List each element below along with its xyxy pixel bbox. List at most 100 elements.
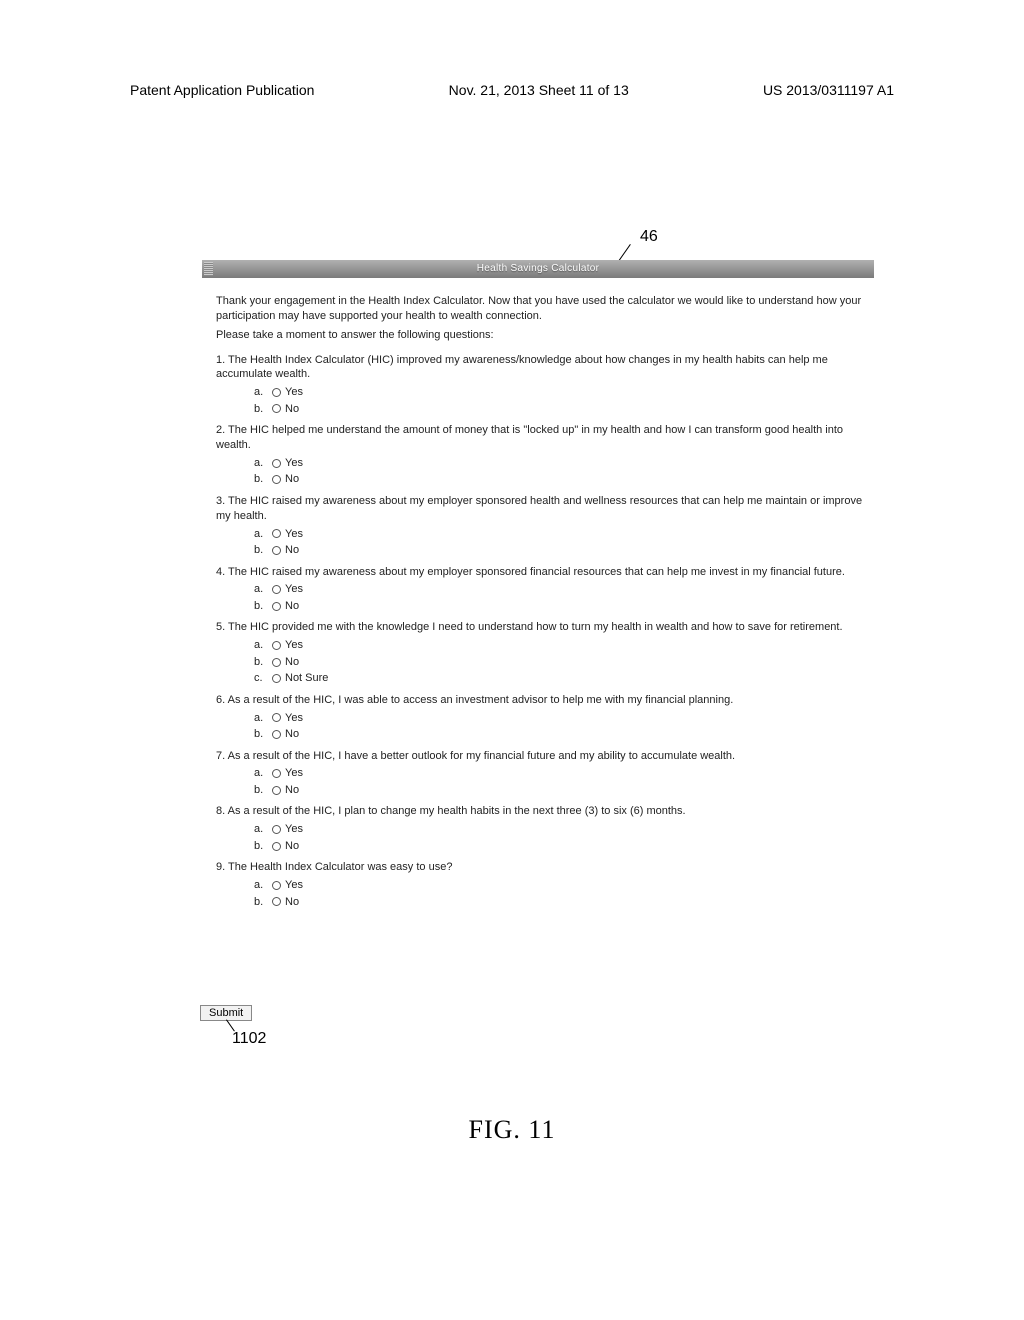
question-options: a.Yesb.No — [216, 526, 864, 559]
survey-panel: Health Savings Calculator Thank your eng… — [202, 260, 874, 920]
option-label: No — [285, 894, 299, 911]
radio-icon[interactable] — [272, 546, 281, 555]
question-options: a.Yesb.No — [216, 710, 864, 743]
header-left: Patent Application Publication — [130, 82, 314, 98]
radio-icon[interactable] — [272, 897, 281, 906]
radio-icon[interactable] — [272, 881, 281, 890]
callout-46-label: 46 — [640, 228, 658, 245]
question-options: a. Yes b. No — [216, 581, 864, 614]
option-label: Yes — [285, 581, 303, 598]
option-row: a.Yes — [254, 765, 864, 782]
option-row: b. No — [254, 654, 864, 671]
radio-icon[interactable] — [272, 475, 281, 484]
question-text: 9. The Health Index Calculator was easy … — [216, 860, 864, 875]
question: 1. The Health Index Calculator (HIC) imp… — [216, 353, 864, 418]
callout-46: 46 — [640, 228, 658, 246]
radio-icon[interactable] — [272, 713, 281, 722]
option-label: Not Sure — [285, 670, 328, 687]
option-letter: a. — [254, 384, 268, 401]
radio-icon[interactable] — [272, 602, 281, 611]
option-letter: a. — [254, 581, 268, 598]
question-text: 1. The Health Index Calculator (HIC) imp… — [216, 353, 864, 383]
radio-icon[interactable] — [272, 674, 281, 683]
option-label: Yes — [285, 384, 303, 401]
option-letter: c. — [254, 670, 268, 687]
option-letter: b. — [254, 838, 268, 855]
option-label: No — [285, 598, 299, 615]
intro-text: Thank your engagement in the Health Inde… — [216, 294, 864, 324]
question-options: a. Yesb.No — [216, 877, 864, 910]
option-label: No — [285, 654, 299, 671]
question: 9. The Health Index Calculator was easy … — [216, 860, 864, 910]
radio-icon[interactable] — [272, 842, 281, 851]
option-label: Yes — [285, 821, 303, 838]
radio-icon[interactable] — [272, 730, 281, 739]
radio-icon[interactable] — [272, 388, 281, 397]
question: 6. As a result of the HIC, I was able to… — [216, 693, 864, 743]
header-center: Nov. 21, 2013 Sheet 11 of 13 — [449, 82, 629, 98]
radio-icon[interactable] — [272, 529, 281, 538]
option-label: No — [285, 401, 299, 418]
question-text: 5. The HIC provided me with the knowledg… — [216, 620, 864, 635]
question: 3. The HIC raised my awareness about my … — [216, 494, 864, 559]
question-text: 8. As a result of the HIC, I plan to cha… — [216, 804, 864, 819]
option-letter: b. — [254, 542, 268, 559]
option-letter: b. — [254, 598, 268, 615]
question: 2. The HIC helped me understand the amou… — [216, 423, 864, 488]
radio-icon[interactable] — [272, 786, 281, 795]
question-text: 6. As a result of the HIC, I was able to… — [216, 693, 864, 708]
option-letter: a. — [254, 877, 268, 894]
option-row: a.Yes — [254, 526, 864, 543]
radio-icon[interactable] — [272, 459, 281, 468]
option-row: b.No — [254, 782, 864, 799]
option-row: b. No — [254, 401, 864, 418]
option-label: No — [285, 471, 299, 488]
option-letter: a. — [254, 637, 268, 654]
radio-icon[interactable] — [272, 585, 281, 594]
radio-icon[interactable] — [272, 658, 281, 667]
header-right: US 2013/0311197 A1 — [763, 82, 894, 98]
option-row: a. Yes — [254, 581, 864, 598]
option-letter: b. — [254, 782, 268, 799]
question-text: 7. As a result of the HIC, I have a bett… — [216, 749, 864, 764]
option-letter: b. — [254, 401, 268, 418]
option-row: c. Not Sure — [254, 670, 864, 687]
option-row: a. Yes — [254, 821, 864, 838]
page-header: Patent Application Publication Nov. 21, … — [0, 82, 1024, 98]
option-row: a.Yes — [254, 637, 864, 654]
title-bar: Health Savings Calculator — [202, 260, 874, 278]
option-label: Yes — [285, 877, 303, 894]
callout-1102: 1102 — [232, 1030, 266, 1048]
question-text: 3. The HIC raised my awareness about my … — [216, 494, 864, 524]
option-letter: b. — [254, 654, 268, 671]
question-options: a.Yesb.No — [216, 765, 864, 798]
question-options: a. Yes b. No — [216, 384, 864, 417]
option-letter: b. — [254, 471, 268, 488]
question-options: a.Yesb.No — [216, 821, 864, 854]
question-options: a. Yes b. No — [216, 455, 864, 488]
radio-icon[interactable] — [272, 641, 281, 650]
option-row: a.Yes — [254, 710, 864, 727]
radio-icon[interactable] — [272, 825, 281, 834]
question: 4. The HIC raised my awareness about my … — [216, 565, 864, 615]
option-row: b.No — [254, 894, 864, 911]
question-options: a.Yesb. No c. Not Sure — [216, 637, 864, 687]
radio-icon[interactable] — [272, 404, 281, 413]
figure-label: FIG. 11 — [0, 1115, 1024, 1145]
question: 5. The HIC provided me with the knowledg… — [216, 620, 864, 686]
option-row: a. Yes — [254, 455, 864, 472]
option-row: a. Yes — [254, 384, 864, 401]
radio-icon[interactable] — [272, 769, 281, 778]
option-label: Yes — [285, 526, 303, 543]
option-letter: a. — [254, 455, 268, 472]
option-letter: a. — [254, 765, 268, 782]
option-letter: b. — [254, 726, 268, 743]
option-row: b. No — [254, 471, 864, 488]
question: 7. As a result of the HIC, I have a bett… — [216, 749, 864, 799]
intro-prompt: Please take a moment to answer the follo… — [216, 328, 864, 343]
option-letter: a. — [254, 821, 268, 838]
question-text: 2. The HIC helped me understand the amou… — [216, 423, 864, 453]
question: 8. As a result of the HIC, I plan to cha… — [216, 804, 864, 854]
option-row: b.No — [254, 542, 864, 559]
option-label: Yes — [285, 455, 303, 472]
